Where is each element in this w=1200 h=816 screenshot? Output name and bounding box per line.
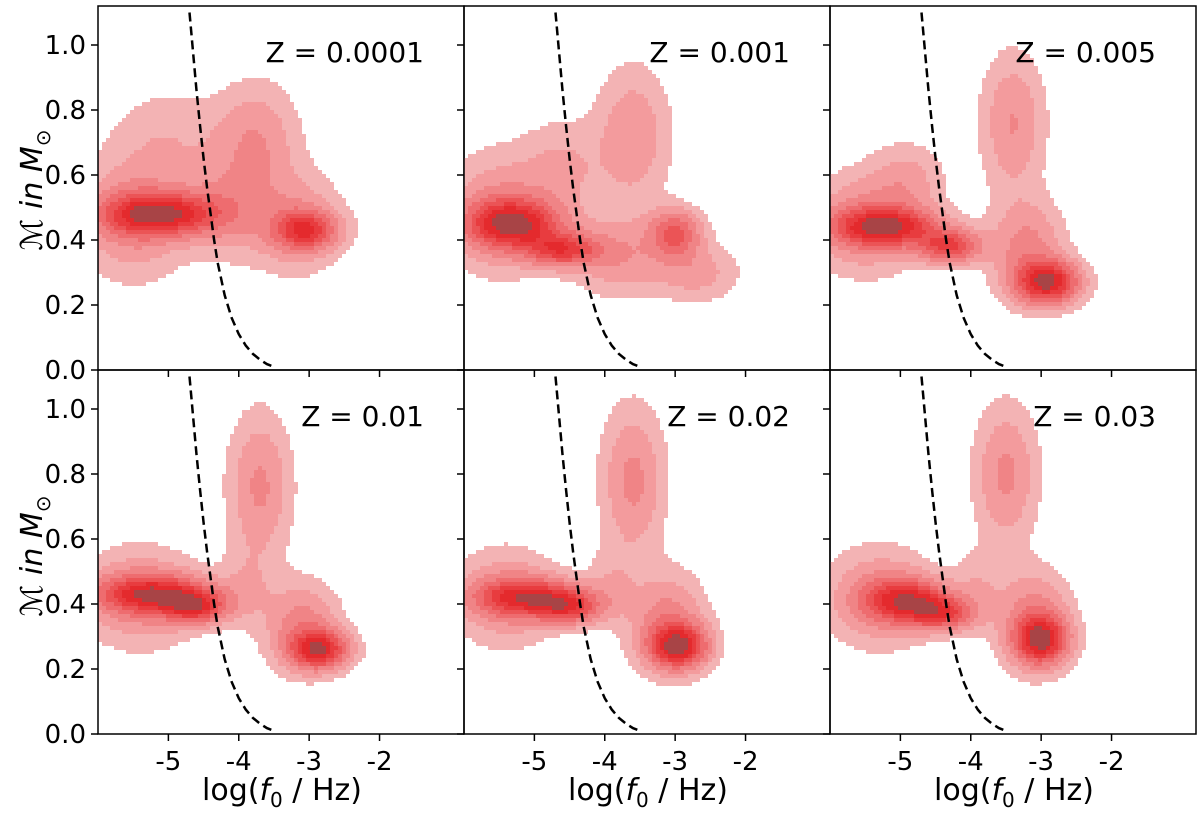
- density-contours: [830, 394, 1086, 686]
- panel-3: Z = 0.005: [823, 5, 1197, 377]
- x-tick-label: -2: [1099, 747, 1125, 777]
- y-tick-label: 0.0: [45, 720, 86, 750]
- sensitivity-curve: [554, 376, 641, 732]
- density-contours: [830, 46, 1098, 318]
- axis-labels: ℳ in M⊙ ℳ in M⊙ log(f0 / Hz) log(f0 / Hz…: [15, 129, 1094, 812]
- y-tick-label: 0.6: [45, 525, 86, 555]
- y-tick-label: 0.2: [45, 655, 86, 685]
- contour-level-8: [894, 594, 1050, 650]
- x-axis-label-prefix: log(: [568, 773, 625, 808]
- x-tick-label: -5: [155, 747, 181, 777]
- panels-layer: 0.0 0.2 0.4 0.6 0.8 1.0 Z = 0.0001 Z = 0.001 Z =…: [45, 5, 1197, 777]
- x-tick-label: -3: [296, 747, 322, 777]
- x-axis-label-col3: log(f0 / Hz): [934, 773, 1094, 812]
- y-tick-label: 0.6: [45, 161, 86, 191]
- x-tick-label: -4: [592, 747, 618, 777]
- contour-level-3: [464, 458, 712, 674]
- contour-level-7: [500, 590, 692, 658]
- x-tick-label: -4: [226, 747, 252, 777]
- y-tick-label: 0.2: [45, 291, 86, 321]
- panel-title: Z = 0.01: [301, 400, 424, 433]
- y-axis-label-unit: M: [15, 146, 50, 172]
- density-contours: [464, 62, 740, 302]
- panel-5: -5 -4 -3 -2 Z = 0.02: [457, 369, 831, 777]
- sensitivity-curve: [920, 376, 1007, 732]
- x-tick-label: -5: [521, 747, 547, 777]
- x-axis-label-prefix: log(: [202, 773, 259, 808]
- x-tick-label: -2: [733, 747, 759, 777]
- y-axis-label-top: ℳ in M⊙: [15, 129, 55, 250]
- y-tick-label: 1.0: [45, 395, 86, 425]
- panel-title: Z = 0.005: [1015, 36, 1156, 69]
- x-axis-label-sub: 0: [270, 788, 283, 812]
- x-axis-label-col2: log(f0 / Hz): [568, 773, 728, 812]
- x-axis-label-suffix: / Hz): [1015, 773, 1094, 808]
- panel-1: 0.0 0.2 0.4 0.6 0.8 1.0 Z = 0.0001: [45, 5, 465, 386]
- density-contours: [464, 394, 724, 686]
- panel-6: -5 -4 -3 -2 Z = 0.03: [823, 369, 1197, 777]
- y-axis-label-prefix: ℳ in: [15, 172, 50, 251]
- y-tick-label: 0.0: [45, 356, 86, 386]
- panel-4: -5 -4 -3 -2 0.0 0.2 0.4 0.6 0.8 1.0 Z = 0.01: [45, 369, 465, 777]
- y-axis-label-bottom: ℳ in M⊙: [15, 495, 55, 616]
- y-tick-label: 0.8: [45, 460, 86, 490]
- contour-level-8: [492, 214, 532, 234]
- panel-2: Z = 0.001: [457, 5, 831, 377]
- x-tick-label: -2: [367, 747, 393, 777]
- panel-title: Z = 0.0001: [266, 36, 424, 69]
- y-tick-label: 0.8: [45, 96, 86, 126]
- x-tick-label: -5: [887, 747, 913, 777]
- y-tick-label: 0.4: [45, 226, 86, 256]
- contour-level-3: [98, 466, 350, 674]
- y-axis-label-unit-sub: ⊙: [31, 129, 55, 146]
- sensitivity-curve: [920, 12, 1007, 368]
- x-axis-label-suffix: / Hz): [649, 773, 728, 808]
- x-tick-label: -3: [662, 747, 688, 777]
- y-axis-label-prefix: ℳ in: [15, 538, 50, 617]
- x-axis-label-sub: 0: [636, 788, 649, 812]
- x-axis-label-prefix: log(: [934, 773, 991, 808]
- contour-level-8: [130, 206, 182, 222]
- sensitivity-curve: [188, 376, 275, 732]
- density-contours: [98, 402, 366, 686]
- panel-title: Z = 0.03: [1033, 400, 1156, 433]
- density-contours: [98, 78, 358, 286]
- panel-title: Z = 0.02: [667, 400, 790, 433]
- x-axis-label-suffix: / Hz): [283, 773, 362, 808]
- x-tick-label: -3: [1028, 747, 1054, 777]
- contour-level-8: [516, 594, 688, 654]
- contour-level-8: [134, 586, 326, 654]
- y-axis-label-unit: M: [15, 512, 50, 538]
- x-axis-label-col1: log(f0 / Hz): [202, 773, 362, 812]
- y-axis-label-unit-sub: ⊙: [31, 495, 55, 512]
- contour-level-7: [850, 214, 1062, 294]
- contour-level-8: [862, 218, 1054, 290]
- y-tick-label: 1.0: [45, 31, 86, 61]
- sensitivity-curve: [188, 12, 275, 368]
- y-tick-label: 0.4: [45, 590, 86, 620]
- x-tick-label: -4: [958, 747, 984, 777]
- panel-title: Z = 0.001: [649, 36, 790, 69]
- panel-frame: [829, 369, 1197, 735]
- sensitivity-curve: [554, 12, 641, 368]
- x-axis-label-sub: 0: [1002, 788, 1015, 812]
